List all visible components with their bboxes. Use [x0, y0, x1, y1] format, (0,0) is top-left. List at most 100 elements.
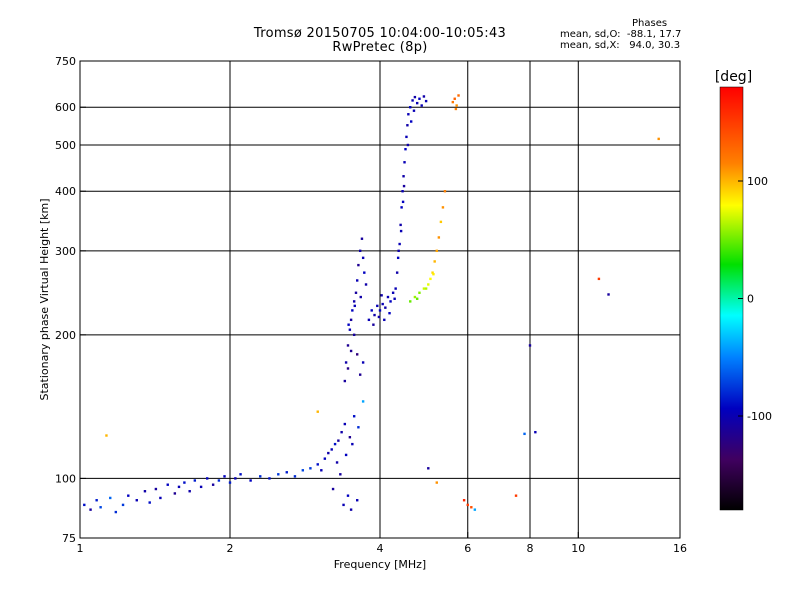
data-point: [395, 271, 399, 274]
data-point: [399, 229, 403, 233]
data-point: [316, 463, 319, 466]
data-point: [357, 426, 360, 429]
grid-lines: [80, 61, 680, 538]
data-point: [420, 104, 423, 107]
data-point: [399, 223, 402, 227]
y-tick-labels: 75 100 200 300 400 500 600 750: [55, 55, 86, 545]
chart-title-line1: Tromsø 20150705 10:04:00-10:05:43: [253, 26, 507, 41]
data-point: [355, 353, 359, 356]
phases-summary: Phases mean, sd,O: -88.1, 17.7 mean, sd,…: [560, 18, 730, 51]
data-point: [352, 300, 356, 303]
data-point: [407, 113, 410, 116]
data-point: [293, 475, 297, 478]
data-point: [454, 107, 458, 111]
y-tick-label: 75: [62, 532, 76, 545]
data-point: [432, 272, 435, 276]
x-tick-label: 2: [227, 542, 234, 555]
data-point: [413, 95, 417, 99]
data-point: [249, 479, 252, 482]
data-point: [424, 99, 428, 103]
data-point: [351, 309, 354, 312]
x-tick-label: 16: [673, 542, 687, 555]
x-axis-label: Frequency [MHz]: [334, 558, 426, 571]
data-point: [95, 499, 98, 502]
data-point: [259, 475, 262, 478]
data-point: [514, 494, 518, 497]
data-point: [361, 361, 365, 364]
data-point: [316, 410, 319, 413]
data-point: [364, 283, 368, 286]
data-point: [462, 499, 466, 502]
data-point: [335, 461, 339, 464]
data-point: [657, 137, 660, 141]
data-point: [415, 101, 419, 105]
data-point: [384, 306, 387, 309]
data-point: [380, 294, 383, 297]
data-point: [277, 473, 280, 476]
data-point: [159, 496, 162, 500]
data-point: [348, 328, 352, 331]
data-point: [403, 161, 406, 164]
data-point: [83, 503, 86, 507]
data-point: [352, 415, 356, 418]
data-point: [413, 295, 417, 299]
y-tick-label: 300: [55, 245, 76, 258]
data-point: [473, 508, 477, 511]
data-point: [405, 135, 408, 139]
data-point: [470, 506, 473, 509]
data-point: [389, 300, 392, 303]
data-point: [358, 249, 362, 253]
data-point: [354, 291, 358, 294]
data-point: [402, 184, 406, 188]
data-point: [349, 349, 353, 353]
data-point: [351, 442, 354, 446]
data-point: [330, 448, 333, 451]
data-point: [607, 293, 610, 296]
data-point: [99, 506, 102, 509]
data-point: [199, 485, 203, 489]
data-point: [383, 318, 386, 322]
colorbar-unit-label: [deg]: [715, 69, 752, 85]
data-point: [333, 442, 337, 446]
data-point: [388, 311, 391, 315]
phases-heading: Phases: [632, 18, 668, 29]
data-point: [114, 510, 118, 514]
y-tick-label: 600: [55, 101, 76, 114]
x-tick-label: 6: [464, 542, 471, 555]
colorbar-tick-label: -100: [747, 410, 772, 423]
data-point: [358, 373, 362, 376]
data-point: [373, 313, 376, 317]
data-point: [268, 477, 271, 480]
data-point: [337, 439, 340, 442]
data-point: [352, 333, 356, 337]
data-point: [422, 287, 426, 290]
data-point: [327, 451, 330, 455]
data-point: [409, 106, 412, 109]
data-point: [523, 432, 526, 436]
data-point: [402, 175, 405, 178]
x-tick-labels: 1 2 4 6 8 10 16: [77, 532, 687, 555]
data-point: [359, 295, 362, 299]
y-tick-label: 500: [55, 139, 76, 152]
data-point: [346, 494, 350, 497]
data-point: [234, 477, 237, 480]
data-point: [357, 263, 360, 267]
data-point: [427, 283, 430, 286]
data-point: [466, 503, 469, 507]
data-point: [418, 97, 421, 100]
data-point: [435, 249, 438, 253]
data-point: [528, 344, 532, 347]
data-point: [400, 206, 403, 209]
data-point: [401, 200, 405, 204]
data-point: [397, 249, 400, 253]
data-point: [154, 487, 158, 491]
data-point: [433, 260, 436, 263]
data-point: [396, 256, 400, 260]
data-point: [361, 400, 365, 403]
data-point: [370, 309, 373, 312]
data-point: [193, 479, 197, 482]
data-point: [347, 323, 350, 326]
phases-o-mode: mean, sd,O: -88.1, 17.7: [560, 29, 682, 40]
data-point: [109, 496, 112, 500]
